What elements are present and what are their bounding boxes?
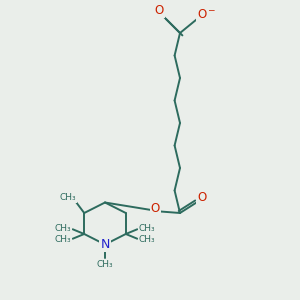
Text: O: O (151, 202, 160, 215)
Text: O: O (154, 4, 164, 17)
Text: CH₃: CH₃ (55, 236, 71, 244)
Text: CH₃: CH₃ (55, 224, 71, 232)
Text: CH₃: CH₃ (139, 236, 155, 244)
Text: CH₃: CH₃ (139, 224, 155, 232)
Text: O: O (197, 190, 206, 204)
Text: CH₃: CH₃ (59, 194, 76, 202)
Text: O: O (197, 8, 206, 21)
Text: −: − (207, 5, 214, 14)
Text: N: N (100, 238, 110, 251)
Text: CH₃: CH₃ (97, 260, 113, 269)
